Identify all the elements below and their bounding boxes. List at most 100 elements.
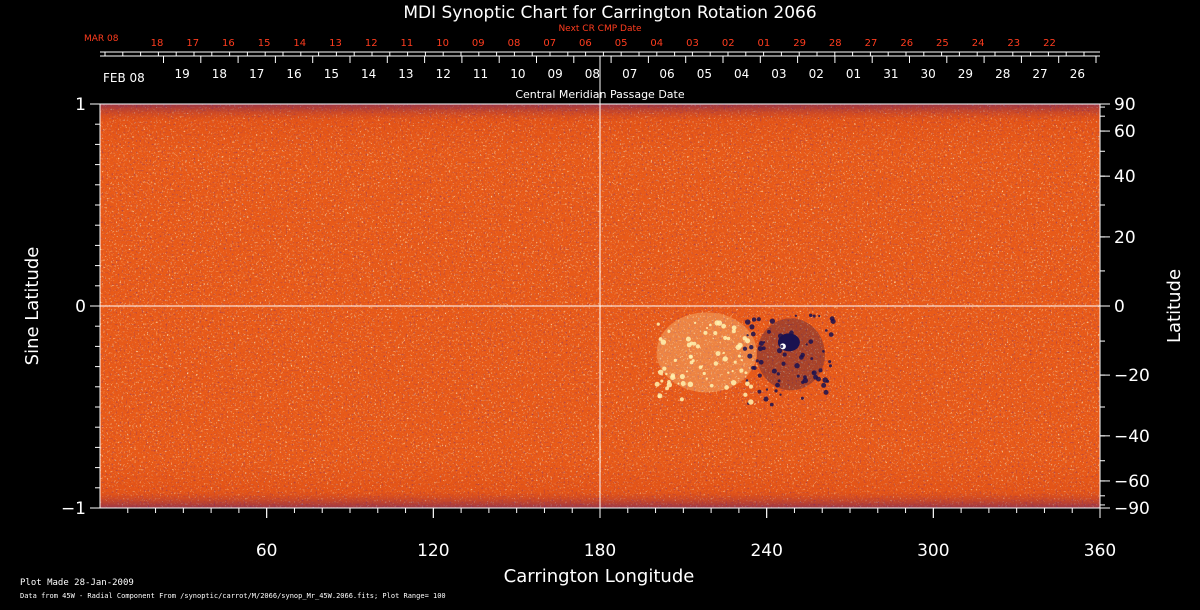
y-right-tick-label: 20 (1114, 228, 1136, 248)
negative-field-speck (761, 346, 766, 351)
negative-field-speck (776, 347, 783, 354)
positive-field-speck (726, 336, 731, 341)
next-cr-day-label: 29 (793, 38, 806, 49)
negative-field-speck (822, 350, 825, 353)
negative-field-speck (771, 368, 777, 374)
negative-field-speck (828, 364, 832, 368)
cmp-day-label: 27 (1032, 67, 1047, 81)
negative-field-speck (800, 396, 804, 400)
cmp-day-label: 11 (473, 67, 488, 81)
negative-field-speck (816, 376, 821, 382)
negative-field-speck (749, 324, 755, 330)
next-cr-day-label: 07 (543, 38, 556, 49)
negative-field-speck (757, 373, 762, 378)
positive-field-speck (705, 377, 708, 380)
cmp-day-label: 15 (324, 67, 339, 81)
positive-field-speck (721, 323, 726, 329)
positive-field-speck (695, 344, 701, 349)
positive-field-speck (733, 360, 737, 364)
positive-field-speck (745, 381, 750, 387)
next-cr-axis: MAR 08 18 17 16 15 14 13 12 11 10 09 08 07 06 05 04 03 02… (84, 34, 1100, 56)
y-left-tick-label: 1 (75, 95, 86, 115)
positive-field-speck (667, 379, 671, 384)
negative-field-speck (805, 343, 808, 346)
positive-field-speck (745, 338, 751, 344)
negative-field-speck (791, 337, 795, 341)
chart-title: MDI Synoptic Chart for Carrington Rotati… (403, 3, 816, 23)
negative-field-speck (762, 341, 766, 344)
y-right-tick-label: 40 (1114, 167, 1136, 187)
negative-field-speck (812, 371, 815, 374)
next-cr-day-label: 13 (329, 38, 342, 49)
positive-field-speck (708, 323, 712, 327)
x-tick-label-300: 300 (917, 541, 949, 561)
cmp-day-label: 19 (175, 67, 190, 81)
negative-field-speck (765, 388, 769, 391)
plage-positive-region (656, 312, 757, 393)
cmp-day-label: 04 (734, 67, 749, 81)
negative-field-speck (767, 329, 771, 334)
cmp-day-label: 13 (398, 67, 413, 81)
next-cr-day-label: 28 (829, 38, 842, 49)
cmp-day-label: 07 (622, 67, 637, 81)
cmp-axis-label: Central Meridian Passage Date (515, 88, 684, 101)
positive-field-speck (706, 327, 709, 330)
negative-field-speck (828, 360, 832, 364)
negative-field-speck (800, 352, 805, 358)
negative-field-speck (749, 345, 754, 350)
plot-axes: 60 120 180 240 300 36010−1906040200−20−40−60−… (61, 56, 1150, 561)
y-left-tick-label: 0 (75, 297, 86, 317)
y-axis-label-right: Latitude (1164, 269, 1185, 343)
cmp-day-label: 02 (809, 67, 824, 81)
negative-field-speck (746, 334, 749, 337)
data-source-note: Data from 45W - Radial Component From /s… (20, 592, 446, 600)
negative-field-speck (794, 363, 800, 369)
negative-field-speck (777, 333, 784, 339)
positive-field-speck (713, 361, 719, 366)
negative-field-speck (774, 389, 778, 393)
next-cr-day-label: 04 (650, 38, 663, 49)
negative-field-speck (757, 345, 763, 352)
positive-field-speck (713, 330, 718, 336)
field-features (654, 312, 836, 407)
positive-field-speck (657, 395, 661, 398)
y-right-tick-label: 0 (1114, 297, 1125, 317)
positive-field-speck (662, 366, 667, 371)
negative-field-speck (789, 330, 794, 336)
next-cr-day-label: 06 (579, 38, 592, 49)
negative-field-speck (755, 359, 759, 363)
negative-field-speck (782, 352, 787, 357)
cmp-day-label: 26 (1070, 67, 1085, 81)
negative-field-speck (757, 389, 762, 394)
next-cr-day-label: 25 (936, 38, 949, 49)
negative-field-speck (823, 389, 829, 395)
positive-field-speck (692, 341, 697, 346)
positive-field-speck (748, 399, 754, 405)
negative-field-speck (821, 382, 827, 388)
positive-field-speck (689, 355, 693, 359)
negative-field-speck (828, 332, 834, 337)
next-cr-day-label: 15 (258, 38, 271, 49)
negative-field-speck (829, 316, 835, 322)
positive-field-speck (685, 370, 689, 373)
cmp-day-label: 17 (249, 67, 264, 81)
positive-field-speck (739, 368, 744, 373)
positive-field-speck (731, 370, 734, 373)
next-cr-day-label: 16 (222, 38, 235, 49)
negative-field-speck (777, 379, 781, 383)
cmp-day-label: 03 (771, 67, 786, 81)
negative-field-speck (775, 382, 780, 388)
next-cr-day-label: 26 (900, 38, 913, 49)
y-axis-label-left: Sine Latitude (22, 247, 43, 366)
active-region-halo (756, 318, 825, 391)
positive-field-speck (731, 329, 736, 334)
negative-field-speck (769, 318, 776, 324)
negative-field-speck (769, 402, 774, 407)
positive-field-speck (687, 381, 694, 388)
positive-field-speck (730, 379, 737, 386)
positive-field-speck (735, 344, 741, 350)
positive-field-speck (723, 335, 728, 340)
positive-field-speck (665, 372, 668, 376)
cmp-day-label: 31 (883, 67, 898, 81)
negative-field-speck (822, 377, 828, 383)
